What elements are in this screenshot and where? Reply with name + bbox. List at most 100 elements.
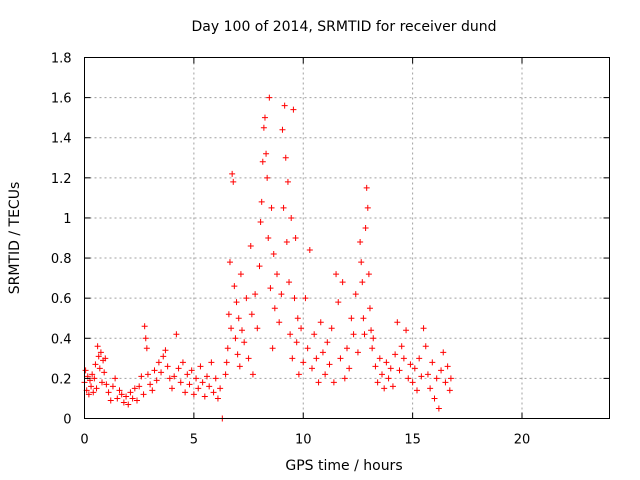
- data-point: [400, 355, 407, 362]
- data-point: [184, 371, 191, 378]
- data-point: [134, 397, 140, 404]
- data-point: [418, 373, 425, 380]
- data-point: [420, 325, 427, 332]
- data-point: [252, 291, 259, 298]
- data-point: [257, 218, 264, 225]
- data-point: [232, 335, 239, 342]
- data-point: [429, 359, 436, 366]
- data-point: [140, 391, 147, 398]
- data-point: [363, 184, 370, 191]
- data-point: [226, 259, 233, 266]
- data-point: [158, 369, 165, 376]
- data-point: [330, 379, 337, 386]
- data-point: [298, 325, 305, 332]
- data-point: [270, 251, 277, 258]
- data-point: [169, 385, 175, 392]
- data-point: [287, 331, 294, 338]
- data-point: [97, 349, 104, 356]
- data-point: [383, 359, 390, 366]
- data-point: [259, 158, 266, 165]
- data-point: [387, 365, 394, 372]
- data-point: [114, 395, 121, 402]
- data-point: [372, 363, 379, 370]
- data-point: [366, 305, 373, 312]
- data-point: [306, 247, 313, 254]
- data-point: [210, 389, 217, 396]
- data-point: [274, 271, 280, 278]
- data-point: [319, 349, 326, 356]
- y-tick-label: 1: [63, 212, 71, 227]
- data-point: [284, 178, 291, 185]
- data-point: [241, 339, 248, 346]
- data-point: [264, 174, 271, 181]
- y-tick-label: 0.2: [51, 372, 72, 387]
- data-point: [102, 355, 109, 362]
- data-point: [341, 375, 348, 382]
- data-point: [206, 383, 213, 390]
- x-tick-label: 15: [404, 433, 421, 448]
- data-point: [398, 343, 405, 350]
- data-point: [324, 339, 331, 346]
- data-point: [153, 377, 160, 384]
- data-point: [281, 102, 288, 109]
- y-tick-label: 0.6: [51, 292, 72, 307]
- x-tick-label: 10: [295, 433, 312, 448]
- data-point: [376, 355, 383, 362]
- y-tick-label: 0.4: [51, 332, 72, 347]
- data-point: [190, 391, 197, 398]
- data-point: [199, 379, 206, 386]
- data-point: [105, 389, 112, 396]
- data-point: [131, 385, 138, 392]
- data-point: [237, 271, 244, 278]
- data-point: [293, 339, 300, 346]
- y-tick-labels: 0 0.2 0.4 0.6 0.8 1 1.2 1.4 1.6 1.8: [51, 52, 72, 428]
- data-point: [175, 365, 182, 372]
- data-point: [276, 319, 283, 326]
- data-point: [392, 351, 399, 358]
- data-point: [235, 315, 242, 322]
- data-point: [99, 379, 105, 386]
- data-point: [364, 204, 371, 211]
- data-point: [271, 305, 278, 312]
- y-tick-label: 1.6: [51, 92, 72, 107]
- data-point: [282, 154, 289, 161]
- data-point: [407, 361, 414, 368]
- data-point: [93, 385, 100, 392]
- data-point: [435, 405, 442, 412]
- data-point: [109, 383, 116, 390]
- y-tick-label: 1.2: [51, 172, 72, 187]
- data-point: [120, 399, 127, 406]
- data-point: [177, 379, 184, 386]
- data-point: [142, 335, 149, 342]
- data-point: [313, 355, 320, 362]
- data-point: [222, 371, 229, 378]
- data-point: [193, 375, 200, 382]
- data-point: [249, 371, 256, 378]
- data-point: [416, 355, 423, 362]
- data-point: [258, 198, 265, 205]
- data-point: [326, 361, 333, 368]
- data-point: [381, 385, 388, 392]
- data-point: [295, 371, 302, 378]
- data-point: [96, 365, 103, 372]
- data-point: [433, 375, 440, 382]
- y-tick-label: 0.8: [51, 252, 72, 267]
- data-point: [94, 343, 101, 350]
- data-point: [339, 279, 346, 286]
- data-point: [204, 373, 210, 380]
- data-point: [164, 363, 171, 370]
- data-point: [195, 385, 202, 392]
- data-point: [315, 379, 322, 386]
- data-point: [267, 285, 274, 292]
- data-point: [359, 279, 366, 286]
- data-point: [354, 349, 361, 356]
- data-point: [225, 311, 232, 318]
- data-point: [369, 345, 376, 352]
- data-point: [229, 170, 236, 177]
- data-point: [333, 271, 340, 278]
- data-point: [254, 325, 261, 332]
- data-point: [346, 365, 353, 372]
- data-point: [304, 345, 311, 352]
- data-point: [405, 375, 412, 382]
- data-point: [291, 295, 298, 302]
